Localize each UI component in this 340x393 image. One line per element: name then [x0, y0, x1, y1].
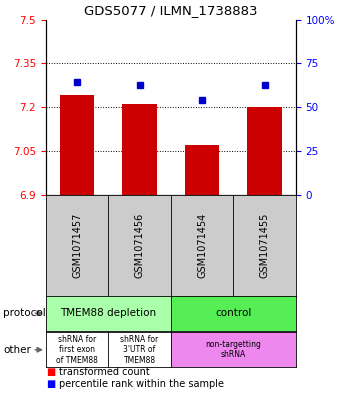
Bar [60, 95, 94, 195]
Text: GSM1071454: GSM1071454 [197, 212, 207, 278]
Text: percentile rank within the sample: percentile rank within the sample [59, 379, 224, 389]
Text: non-targetting
shRNA: non-targetting shRNA [205, 340, 261, 360]
Text: control: control [215, 308, 252, 318]
Title: GDS5077 / ILMN_1738883: GDS5077 / ILMN_1738883 [84, 4, 258, 17]
Text: TMEM88 depletion: TMEM88 depletion [60, 308, 156, 318]
Text: GSM1071457: GSM1071457 [72, 212, 82, 278]
Text: shRNA for
3'UTR of
TMEM88: shRNA for 3'UTR of TMEM88 [120, 335, 159, 365]
Bar [122, 104, 157, 195]
Text: transformed count: transformed count [59, 367, 150, 377]
Text: GSM1071456: GSM1071456 [135, 212, 144, 278]
Text: other: other [3, 345, 31, 355]
Text: GSM1071455: GSM1071455 [259, 212, 270, 278]
Text: ■: ■ [46, 367, 55, 377]
Bar [248, 107, 282, 195]
Text: protocol: protocol [3, 308, 46, 318]
Text: ■: ■ [46, 379, 55, 389]
Bar [185, 145, 219, 195]
Text: shRNA for
first exon
of TMEM88: shRNA for first exon of TMEM88 [56, 335, 98, 365]
